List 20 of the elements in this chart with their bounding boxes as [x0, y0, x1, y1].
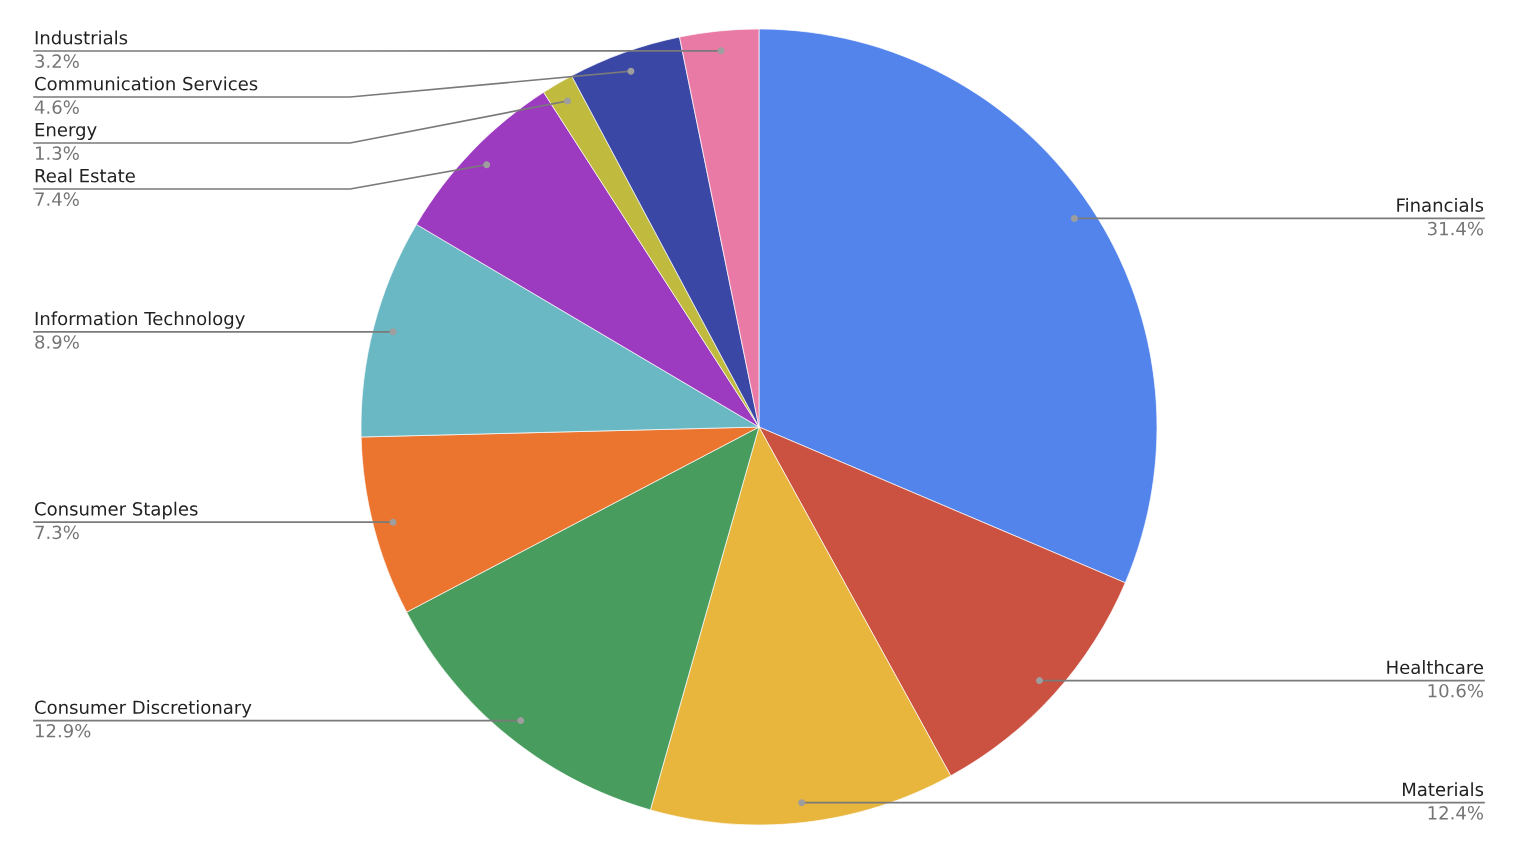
- slice-label: Materials: [1403, 782, 1484, 797]
- data-label: 31.4%: [1428, 221, 1483, 236]
- data-label: 8.9%: [35, 335, 79, 349]
- data-label: 10.6%: [1428, 683, 1483, 698]
- data-label: 12.4%: [1428, 806, 1483, 820]
- data-label: 7.3%: [35, 525, 79, 540]
- slice-label: Healthcare: [1387, 660, 1484, 675]
- slice-label: Consumer Staples: [35, 501, 198, 520]
- data-label: 12.9%: [35, 723, 91, 738]
- slice-label: Communication Services: [35, 76, 258, 91]
- data-label: 7.4%: [35, 192, 79, 206]
- slice-label: Information Technology: [35, 311, 245, 329]
- data-label: 3.2%: [35, 54, 79, 68]
- slice-label: Financials: [1397, 197, 1484, 212]
- data-label: 4.6%: [34, 100, 79, 114]
- slice-label: Consumer Discretionary: [35, 700, 252, 718]
- slice-label: Real Estate: [35, 168, 135, 183]
- slice-label: Industrials: [35, 30, 128, 45]
- data-label: 1.3%: [35, 146, 79, 160]
- slice-label: Energy: [35, 123, 97, 140]
